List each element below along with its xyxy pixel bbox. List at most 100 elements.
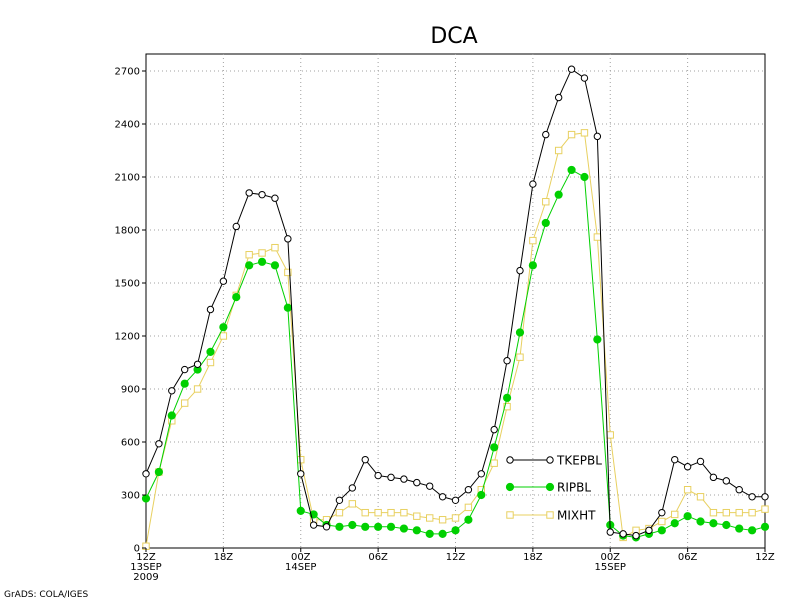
series-ripbl (141, 165, 770, 542)
x-tick-label: 00Z (291, 552, 311, 563)
data-point-ripbl (438, 529, 447, 538)
x-tick-label: 13SEP (130, 562, 161, 573)
data-point-ripbl (696, 517, 705, 526)
data-point-tkepbl (297, 470, 305, 478)
x-tick-label: 15SEP (595, 562, 626, 573)
data-point-ripbl (490, 443, 499, 452)
x-tick-label: 12Z (755, 552, 775, 563)
data-point-ripbl (515, 328, 525, 337)
data-point-mixht (180, 399, 189, 407)
data-point-mixht (193, 385, 202, 393)
legend-label: RIPBL (557, 481, 591, 495)
data-point-mixht (413, 512, 421, 520)
data-point-tkepbl (735, 486, 743, 494)
data-point-tkepbl (193, 360, 202, 368)
legend-marker (506, 456, 514, 464)
data-point-tkepbl (413, 478, 421, 487)
legend-label: MIXHT (557, 509, 596, 523)
data-point-tkepbl (142, 470, 150, 478)
data-point-mixht (658, 517, 666, 526)
data-point-ripbl (296, 506, 305, 515)
data-point-mixht (529, 236, 537, 245)
data-point-mixht (258, 249, 266, 257)
data-point-tkepbl (309, 521, 318, 529)
data-point-ripbl (386, 522, 396, 531)
data-point-ripbl (477, 490, 486, 500)
y-tick-label: 1800 (115, 226, 140, 237)
data-point-tkepbl (426, 482, 434, 490)
data-point-tkepbl (219, 277, 228, 285)
data-point-ripbl (180, 379, 189, 388)
data-point-tkepbl (438, 493, 447, 501)
data-point-mixht (245, 251, 253, 259)
legend-entry-ripbl: RIPBL (505, 481, 591, 495)
data-point-mixht (503, 402, 511, 411)
data-point-ripbl (412, 526, 421, 535)
data-point-tkepbl (361, 455, 369, 464)
data-point-ripbl (735, 524, 744, 533)
y-tick-label: 2700 (115, 67, 140, 78)
data-point-tkepbl (658, 508, 666, 517)
data-point-ripbl (683, 512, 692, 521)
data-point-ripbl (219, 323, 228, 332)
y-tick-label: 900 (121, 385, 140, 396)
legend-entry-mixht: MIXHT (506, 509, 596, 523)
data-point-ripbl (722, 520, 731, 530)
data-point-mixht (348, 500, 357, 508)
y-tick-label: 1200 (115, 332, 140, 343)
data-point-ripbl (425, 529, 434, 538)
data-point-tkepbl (387, 473, 395, 482)
data-point-ripbl (709, 519, 718, 528)
data-point-mixht (606, 431, 614, 439)
data-point-mixht (438, 516, 447, 524)
data-point-mixht (297, 455, 305, 464)
x-tick-label: 2009 (133, 572, 158, 583)
x-tick-label: 18Z (523, 552, 543, 563)
series-tkepbl (142, 65, 769, 540)
legend-marker (505, 482, 515, 492)
data-point-ripbl (528, 261, 537, 270)
data-point-tkepbl (580, 74, 589, 82)
data-point-ripbl (348, 520, 357, 530)
tick-labels: 030060090012001500180021002400270012Z13S… (115, 67, 775, 584)
data-point-tkepbl (542, 130, 550, 139)
x-tick-label: 12Z (446, 552, 466, 563)
x-tick-label: 00Z (600, 552, 620, 563)
chart-title: DCA (430, 24, 477, 49)
data-point-mixht (709, 508, 718, 517)
data-point-ripbl (206, 347, 215, 356)
data-point-tkepbl (645, 526, 653, 535)
data-point-tkepbl (477, 470, 485, 478)
data-point-tkepbl (374, 471, 382, 480)
plot-frame (145, 53, 766, 549)
data-point-ripbl (657, 526, 666, 535)
data-point-ripbl (374, 522, 383, 531)
data-point-mixht (361, 508, 369, 517)
data-point-ripbl (502, 393, 512, 402)
x-tick-label: 06Z (678, 552, 698, 563)
data-point-tkepbl (554, 93, 563, 102)
data-point-ripbl (541, 218, 550, 228)
data-point-tkepbl (335, 496, 344, 504)
data-point-tkepbl (232, 222, 240, 231)
data-point-tkepbl (245, 189, 253, 197)
data-point-ripbl (554, 190, 563, 199)
data-point-tkepbl (722, 477, 731, 485)
data-point-tkepbl (490, 425, 498, 434)
data-point-ripbl (670, 519, 679, 528)
y-tick-label: 0 (134, 544, 140, 555)
data-point-ripbl (154, 467, 163, 477)
data-point-ripbl (232, 293, 241, 302)
data-point-ripbl (167, 411, 176, 420)
y-tick-label: 2100 (115, 173, 140, 184)
data-point-mixht (426, 514, 434, 522)
data-point-ripbl (399, 524, 409, 533)
legend-label: TKEPBL (556, 454, 602, 468)
data-point-tkepbl (284, 235, 292, 243)
data-point-tkepbl (258, 190, 266, 199)
data-point-tkepbl (696, 457, 705, 466)
data-point-tkepbl (322, 523, 331, 531)
legend-entry-tkepbl: TKEPBL (506, 454, 602, 468)
data-point-mixht (683, 486, 692, 494)
